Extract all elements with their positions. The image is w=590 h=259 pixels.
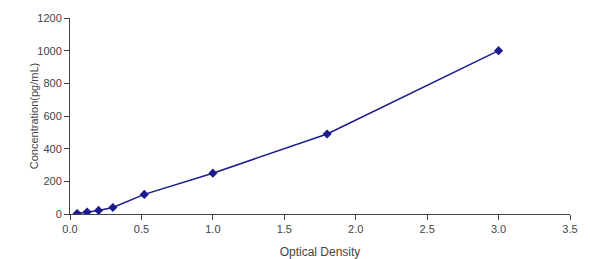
svg-text:1200: 1200 bbox=[37, 12, 61, 24]
svg-text:600: 600 bbox=[43, 110, 61, 122]
svg-text:0.5: 0.5 bbox=[134, 223, 149, 235]
svg-text:400: 400 bbox=[43, 143, 61, 155]
svg-text:3.5: 3.5 bbox=[562, 223, 577, 235]
svg-text:Optical Density: Optical Density bbox=[280, 245, 361, 259]
svg-text:0.0: 0.0 bbox=[62, 223, 77, 235]
svg-text:Concentration(pg/mL): Concentration(pg/mL) bbox=[28, 63, 40, 169]
svg-text:1000: 1000 bbox=[37, 45, 61, 57]
svg-text:2.0: 2.0 bbox=[348, 223, 363, 235]
svg-text:800: 800 bbox=[43, 77, 61, 89]
svg-text:1.5: 1.5 bbox=[277, 223, 292, 235]
svg-text:1.0: 1.0 bbox=[205, 223, 220, 235]
svg-text:0: 0 bbox=[56, 208, 62, 220]
svg-text:3.0: 3.0 bbox=[491, 223, 506, 235]
svg-text:2.5: 2.5 bbox=[419, 223, 434, 235]
svg-text:200: 200 bbox=[43, 175, 61, 187]
